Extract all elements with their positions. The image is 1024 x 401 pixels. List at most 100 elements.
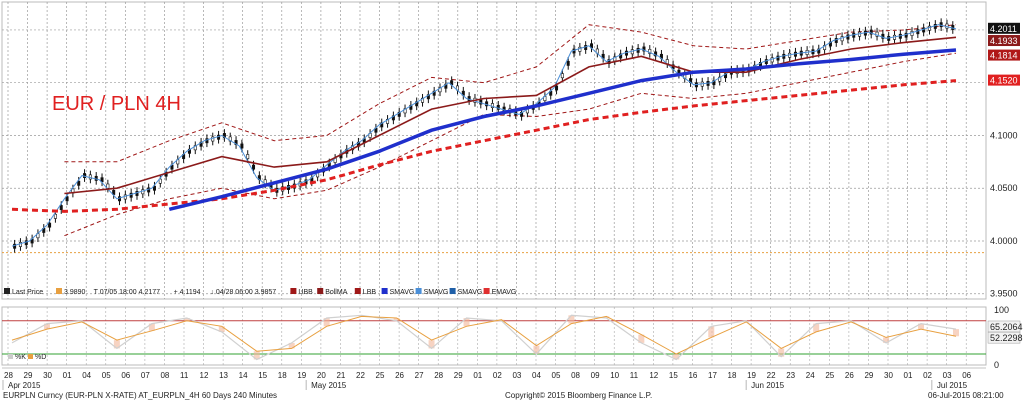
x-tick-label: 30 [43,371,52,380]
oscillator-panel-border [1,306,987,366]
osc-tag [987,331,1021,344]
series-short-sma [11,24,957,247]
month-label: May 2015 [311,381,347,390]
series-bollinger-ma [64,36,957,195]
legend-swatch [449,288,456,294]
price-tick-label: 4.0000 [990,236,1018,246]
x-tick-label: 22 [767,371,776,380]
price-tag [988,35,1020,47]
x-tick-label: 19 [297,371,306,380]
candle-body [246,154,250,159]
x-tick-label: 13 [219,371,228,380]
x-tick-label: 14 [239,371,248,380]
x-tick-label: 08 [571,371,580,380]
price-tag [988,49,1020,61]
footer-center: Copyright© 2015 Bloomberg Finance L.P. [505,391,652,400]
x-tick-label: 25 [825,371,834,380]
legend-swatch [8,354,13,359]
legend-item: BollMA [325,289,348,296]
x-tick-label: 29 [454,371,463,380]
candle-body [152,185,156,191]
price-tick-label: 3.9500 [990,289,1018,299]
osc-tick-label: 100 [994,305,1009,315]
x-tick-label: 03 [943,371,952,380]
x-tick-label: 26 [845,371,854,380]
legend-last-price: Last Price [12,289,43,296]
x-tick-label: 22 [356,371,365,380]
price-tag-label: 4.2011 [990,24,1017,34]
x-tick-label: 02 [493,371,502,380]
legend-item: UBB [298,289,313,296]
x-tick-label: 09 [591,371,600,380]
candle-body [642,46,646,52]
x-tick-label: 19 [747,371,756,380]
price-tag [988,22,1020,34]
candle-body [112,190,116,195]
series-sma [168,48,957,212]
candle-body [240,143,244,149]
x-tick-label: 24 [806,371,815,380]
osc-tag-label: 52.2298 [990,333,1023,343]
legend-swatch [381,288,388,294]
candle-body [252,164,256,170]
price-panel-border [1,1,987,300]
x-axis: 28 29 30 01 04 05 06 07 08 11 12 13 14 15 18 19 20 21 22 25… [2,367,986,390]
x-tick-label: 28 [434,371,443,380]
x-tick-label: 27 [415,371,424,380]
legend-swatch [317,288,324,294]
x-tick-label: 06 [121,371,130,380]
price-tag-label: 4.1814 [990,51,1018,61]
x-tick-label: 12 [649,371,658,380]
candle-body [607,59,611,65]
x-tick-label: 11 [630,371,639,380]
x-tick-label: 20 [317,371,326,380]
legend-low: ↓ 04/28 06:00 3.9857 [210,289,276,296]
price-series [11,18,957,253]
legend-swatch [290,288,297,294]
legend-item: SMAVG [424,289,449,296]
legend-item: SMAVG [390,289,415,296]
x-tick-label: 26 [395,371,404,380]
price-tag-label: 4.1933 [990,36,1018,46]
candle-body [654,51,658,57]
price-axis: 4.20004.15004.10004.05004.00003.95004.20… [988,22,1020,299]
x-tick-label: 08 [160,371,169,380]
footer: EURPLN Curncy (EUR-PLN X-RATE) AT_EURPLN… [3,391,1004,400]
x-tick-label: 21 [336,371,345,380]
x-tick-label: 16 [688,371,697,380]
legend-swatch [56,288,62,294]
x-tick-label: 12 [200,371,209,380]
x-tick-label: 05 [552,371,561,380]
chart-title: EUR / PLN 4H [52,93,181,115]
month-label: Apr 2015 [8,381,41,390]
price-tag-label: 4.1520 [990,76,1018,86]
x-tick-label: 17 [708,371,717,380]
month-label: Jul 2015 [937,381,968,390]
legend-close: + 4.1194 [174,289,201,296]
legend-row: Last Price 3.9890 T 07/05 18:00 4.2177 + 4.… [4,288,516,296]
x-tick-label: 18 [278,371,287,380]
x-tick-label: 30 [884,371,893,380]
x-tick-label: 04 [82,371,91,380]
x-tick-label: 01 [473,371,482,380]
x-tick-label: 01 [63,371,72,380]
x-tick-label: 25 [376,371,385,380]
candle-body [560,73,564,79]
footer-left: EURPLN Curncy (EUR-PLN X-RATE) AT_EURPLN… [3,391,277,400]
x-tick-label: 28 [4,371,13,380]
osc-tag-label: 65.2064 [990,322,1023,332]
series-upper-band [64,24,957,163]
candle-body [869,29,873,35]
price-tag [988,74,1020,86]
x-tick-label: 06 [962,371,971,380]
x-tick-label: 03 [512,371,521,380]
x-tick-label: 04 [532,371,541,380]
x-tick-label: 15 [669,371,678,380]
x-tick-label: 18 [728,371,737,380]
legend-item: LBB [363,289,377,296]
series-osc-d [11,315,957,355]
legend-swatch [415,288,422,294]
x-tick-label: 07 [141,371,150,380]
